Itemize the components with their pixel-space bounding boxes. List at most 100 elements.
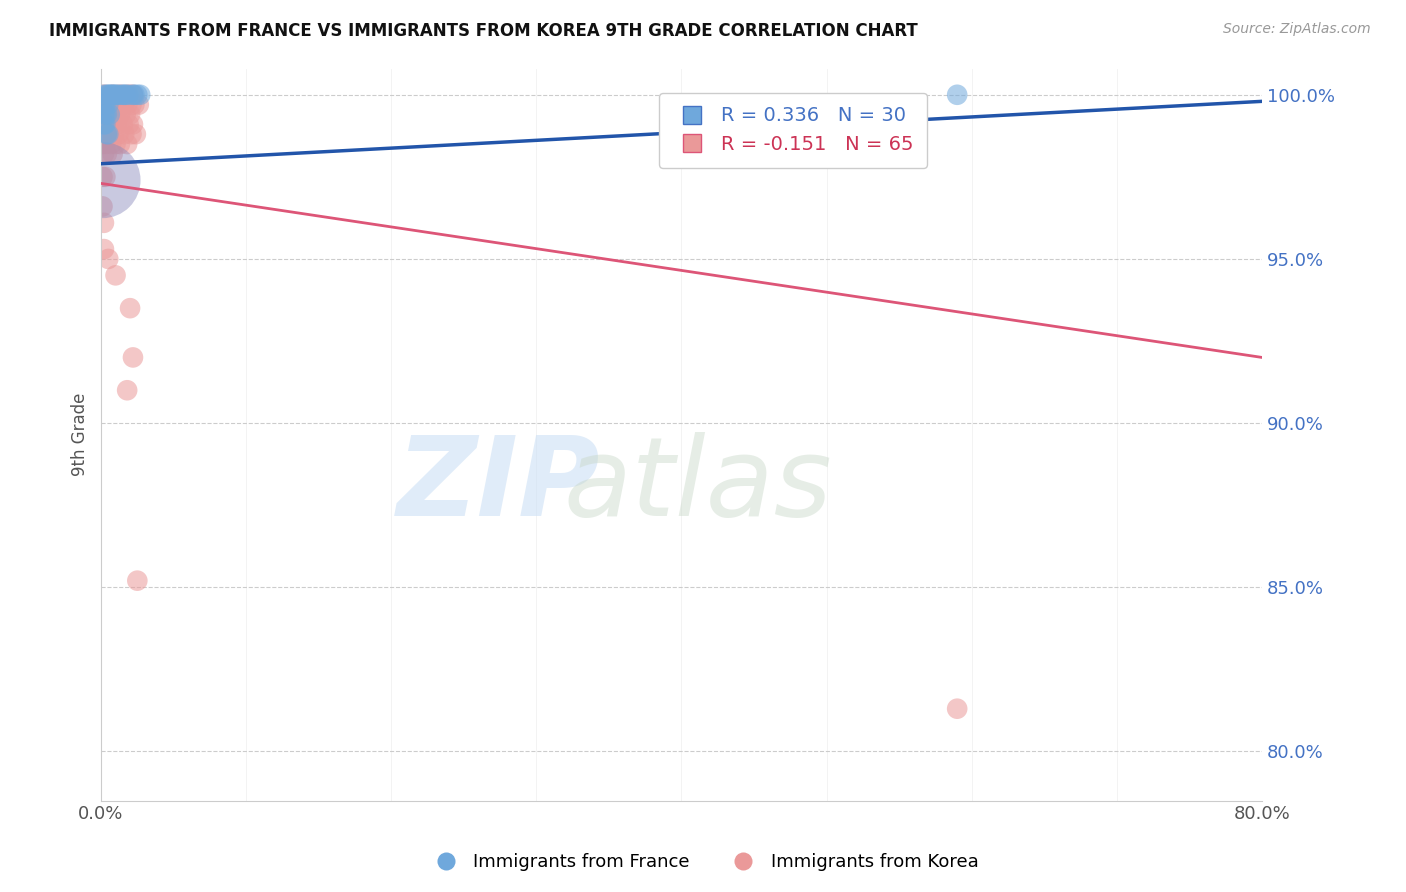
Point <box>115 136 138 151</box>
Point <box>94 169 117 184</box>
Point <box>114 87 136 102</box>
Point <box>107 87 129 102</box>
Text: ZIP: ZIP <box>396 433 600 540</box>
Point <box>105 97 128 112</box>
Legend: Immigrants from France, Immigrants from Korea: Immigrants from France, Immigrants from … <box>420 847 986 879</box>
Point <box>98 107 121 121</box>
Y-axis label: 9th Grade: 9th Grade <box>72 392 89 476</box>
Point <box>103 127 125 141</box>
Point <box>101 87 124 102</box>
Text: IMMIGRANTS FROM FRANCE VS IMMIGRANTS FROM KOREA 9TH GRADE CORRELATION CHART: IMMIGRANTS FROM FRANCE VS IMMIGRANTS FRO… <box>49 22 918 40</box>
Point <box>93 97 115 112</box>
Point <box>115 87 138 102</box>
Point <box>93 242 115 256</box>
Point <box>105 87 128 102</box>
Point <box>108 87 131 102</box>
Point <box>110 87 132 102</box>
Point <box>94 117 117 131</box>
Point <box>91 107 114 121</box>
Point <box>94 107 117 121</box>
Point <box>122 351 145 365</box>
Point <box>96 87 118 102</box>
Point <box>125 127 148 141</box>
Point <box>97 97 120 112</box>
Point <box>120 107 142 121</box>
Point <box>108 136 131 151</box>
Point <box>91 97 114 112</box>
Point <box>93 117 115 131</box>
Text: atlas: atlas <box>564 433 832 540</box>
Point <box>115 97 138 112</box>
Point <box>93 127 115 141</box>
Point <box>107 127 129 141</box>
Point <box>98 87 121 102</box>
Point <box>94 87 117 102</box>
Point <box>112 97 135 112</box>
Point <box>96 127 118 141</box>
Point <box>110 97 132 112</box>
Point <box>91 117 114 131</box>
Text: Source: ZipAtlas.com: Source: ZipAtlas.com <box>1223 22 1371 37</box>
Point <box>104 87 127 102</box>
Point <box>97 127 120 141</box>
Point <box>93 87 115 102</box>
Point <box>122 117 145 131</box>
Legend: R = 0.336   N = 30, R = -0.151   N = 65: R = 0.336 N = 30, R = -0.151 N = 65 <box>659 93 927 168</box>
Point <box>117 117 139 131</box>
Point <box>100 87 122 102</box>
Point <box>115 383 138 397</box>
Point <box>101 117 124 131</box>
Point <box>111 117 134 131</box>
Point <box>124 97 146 112</box>
Point <box>129 87 152 102</box>
Point <box>121 97 143 112</box>
Point <box>100 97 122 112</box>
Point <box>946 87 969 102</box>
Point <box>100 136 122 151</box>
Point <box>104 268 127 283</box>
Point <box>112 127 135 141</box>
Point <box>94 136 117 151</box>
Point <box>91 136 114 151</box>
Point <box>112 87 135 102</box>
Point <box>121 127 143 141</box>
Point <box>96 147 118 161</box>
Point <box>120 301 142 315</box>
Point <box>98 107 121 121</box>
Point <box>103 97 125 112</box>
Point <box>120 87 142 102</box>
Point <box>97 117 120 131</box>
Point <box>93 107 115 121</box>
Point <box>98 127 121 141</box>
Point <box>91 173 114 187</box>
Point <box>111 87 134 102</box>
Point <box>108 107 131 121</box>
Point <box>91 169 114 184</box>
Point <box>103 87 125 102</box>
Point <box>101 87 124 102</box>
Point <box>97 252 120 266</box>
Point <box>96 107 118 121</box>
Point <box>946 702 969 716</box>
Point <box>122 87 145 102</box>
Point <box>94 117 117 131</box>
Point <box>122 87 145 102</box>
Point <box>117 87 139 102</box>
Point <box>101 147 124 161</box>
Point <box>91 199 114 213</box>
Point <box>91 87 114 102</box>
Point <box>97 97 120 112</box>
Point <box>93 97 115 112</box>
Point <box>93 107 115 121</box>
Point <box>128 97 150 112</box>
Point <box>127 574 149 588</box>
Point <box>114 107 136 121</box>
Point <box>93 216 115 230</box>
Point <box>93 147 115 161</box>
Point <box>104 136 127 151</box>
Point <box>127 87 149 102</box>
Point <box>104 107 127 121</box>
Point <box>91 127 114 141</box>
Point <box>105 117 128 131</box>
Point <box>97 87 120 102</box>
